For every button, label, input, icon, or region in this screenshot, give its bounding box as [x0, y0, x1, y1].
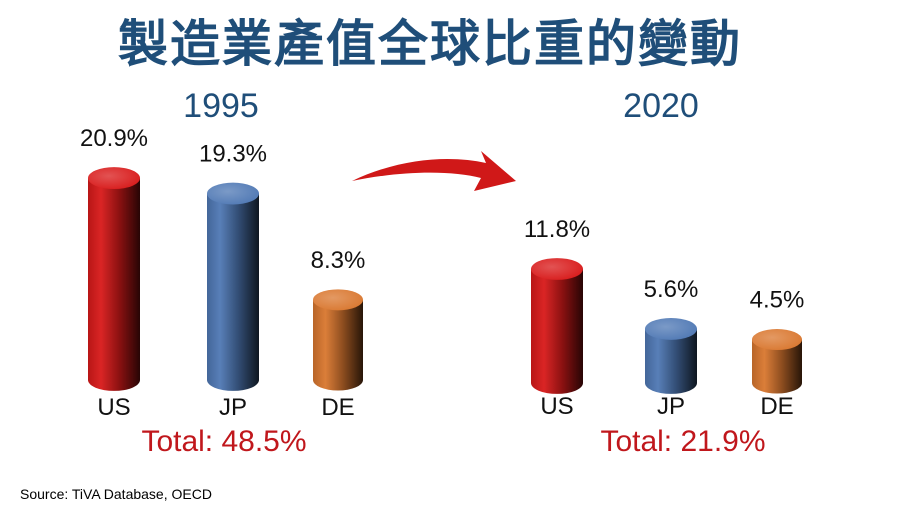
source-note: Source: TiVA Database, OECD — [20, 486, 212, 502]
year-label-1995: 1995 — [183, 87, 259, 125]
value-label-1995-us: 20.9% — [80, 125, 148, 152]
bar-2020-de — [752, 329, 802, 394]
value-label-1995-de: 8.3% — [311, 247, 366, 274]
category-label-1995-de: DE — [321, 394, 354, 421]
category-label-1995-us: US — [97, 394, 130, 421]
total-label-2020: Total: 21.9% — [600, 425, 765, 458]
category-label-2020-us: US — [540, 393, 573, 420]
bar-1995-jp — [207, 182, 259, 391]
chart-panels: 1995 20.9% US 19.3% JP 8.3% DE Total: 48.5% 2020… — [80, 87, 804, 458]
panel-2020: 2020 11.8% US 5.6% JP 4.5% DE Total: 21.9% — [524, 87, 804, 458]
panel-1995: 1995 20.9% US 19.3% JP 8.3% DE Total: 48.5% — [80, 87, 365, 458]
category-label-2020-jp: JP — [657, 393, 685, 420]
bar-1995-de — [313, 289, 363, 391]
value-label-2020-us: 11.8% — [524, 216, 590, 243]
category-label-2020-de: DE — [760, 393, 793, 420]
bar-2020-us — [531, 258, 583, 394]
bar-2020-jp — [645, 317, 697, 394]
chart-title: 製造業產值全球比重的變動 — [118, 15, 742, 73]
value-label-1995-jp: 19.3% — [199, 141, 267, 168]
transition-arrow — [352, 151, 516, 191]
total-label-1995: Total: 48.5% — [141, 425, 306, 458]
value-label-2020-de: 4.5% — [750, 287, 805, 314]
bar-1995-us — [88, 167, 140, 391]
year-label-2020: 2020 — [623, 87, 699, 125]
arrow-shape — [352, 151, 516, 191]
category-label-1995-jp: JP — [219, 394, 247, 421]
value-label-2020-jp: 5.6% — [644, 276, 699, 303]
